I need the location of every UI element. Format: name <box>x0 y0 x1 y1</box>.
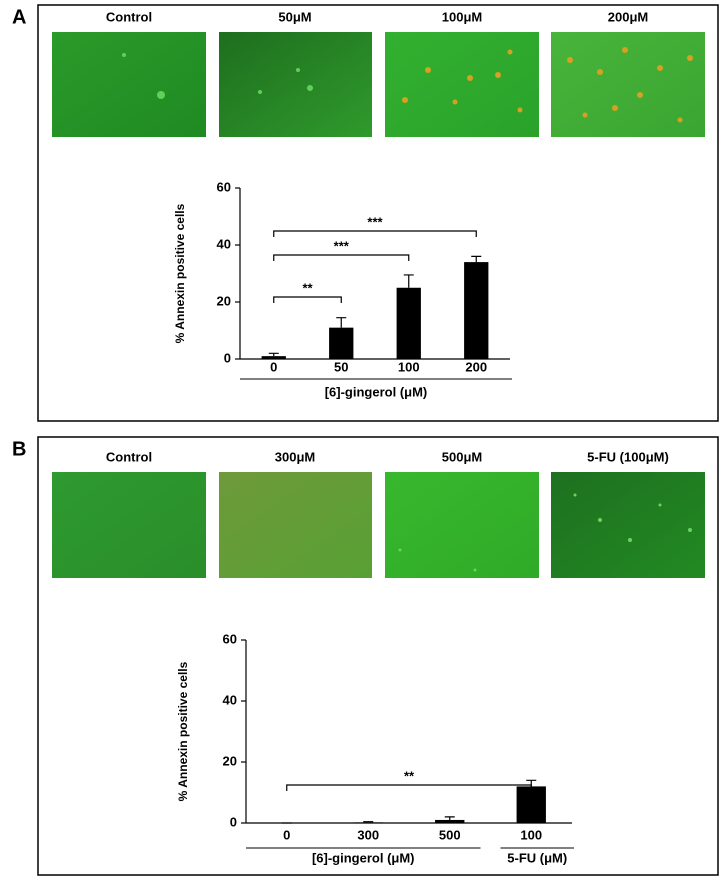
image-label: 300μM <box>275 449 315 464</box>
bar <box>516 786 546 823</box>
image-label: Control <box>106 9 152 24</box>
significance-bracket <box>286 784 532 791</box>
image-label: 50μM <box>278 9 311 24</box>
y-tick-label: 20 <box>217 293 231 308</box>
x-tick-label: 500 <box>439 827 461 842</box>
micrograph <box>52 472 206 578</box>
significance-label: *** <box>334 238 350 253</box>
x-tick-label: 100 <box>520 827 542 842</box>
error-bar <box>403 274 414 288</box>
panel-frame <box>37 436 719 876</box>
apoptotic-cells <box>402 47 693 123</box>
y-tick-label: 40 <box>217 236 231 251</box>
significance-label: ** <box>302 280 313 295</box>
group-label: [6]-gingerol (μM) <box>312 850 415 865</box>
y-tick-label: 0 <box>230 814 237 829</box>
error-bar <box>471 255 482 263</box>
significance-label: ** <box>404 768 415 783</box>
error-bar <box>336 317 347 328</box>
x-tick-label: 0 <box>283 827 290 842</box>
micrograph <box>219 472 372 578</box>
y-tick-label: 40 <box>223 692 237 707</box>
bar <box>396 287 421 359</box>
micrograph <box>551 472 705 578</box>
significance-bracket <box>273 296 342 303</box>
group-label: 5-FU (μM) <box>507 850 567 865</box>
cells <box>122 53 313 99</box>
significance-bracket <box>273 230 477 237</box>
bar <box>353 822 383 823</box>
x-tick-label: 50 <box>334 359 348 374</box>
group-label: [6]-gingerol (μM) <box>325 384 428 399</box>
panels <box>37 4 719 876</box>
y-axis-label: % Annexin positive cells <box>173 203 187 343</box>
panel-label: A <box>12 6 26 28</box>
micrograph <box>385 32 539 137</box>
image-label: 5-FU (100μM) <box>587 449 669 464</box>
bar <box>435 819 465 823</box>
x-tick-label: 100 <box>398 359 420 374</box>
error-bar <box>268 352 279 357</box>
y-tick-label: 20 <box>223 753 237 768</box>
bar <box>329 327 354 359</box>
y-axis-label: % Annexin positive cells <box>176 661 190 801</box>
bar <box>261 356 286 359</box>
error-bar <box>444 816 455 820</box>
micrograph <box>219 32 372 137</box>
image-label: Control <box>106 449 152 464</box>
y-tick-label: 60 <box>223 631 237 646</box>
image-label: 200μM <box>608 9 648 24</box>
x-tick-label: 0 <box>270 359 277 374</box>
y-tick-label: 0 <box>224 350 231 365</box>
image-label: 500μM <box>442 449 482 464</box>
panel-frame <box>37 4 719 422</box>
micrograph <box>52 32 206 137</box>
panel-label: B <box>12 438 26 460</box>
image-label: 100μM <box>442 9 482 24</box>
x-tick-label: 200 <box>465 359 487 374</box>
significance-bracket <box>273 254 410 261</box>
x-tick-label: 300 <box>357 827 379 842</box>
cells <box>398 493 692 572</box>
y-tick-label: 60 <box>217 179 231 194</box>
bar <box>464 262 489 359</box>
micrograph <box>385 472 539 578</box>
error-bar <box>363 821 374 823</box>
significance-label: *** <box>367 214 383 229</box>
